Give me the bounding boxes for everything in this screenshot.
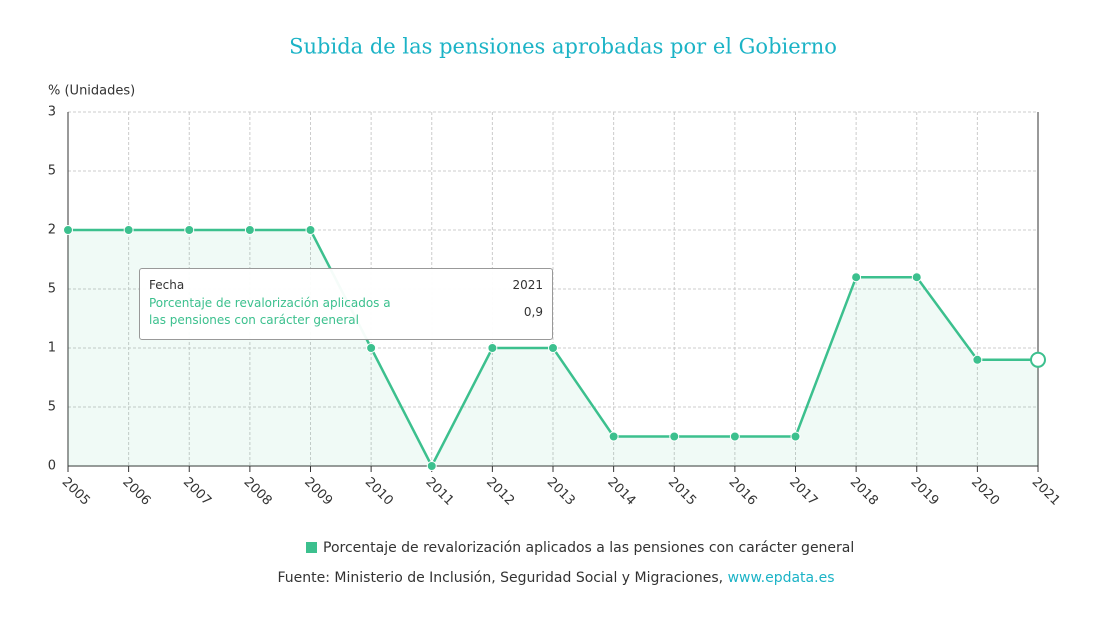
y-tick-label: 0 <box>48 459 56 474</box>
x-tick-label: 2012 <box>483 475 517 509</box>
x-tick-label: 2007 <box>180 475 214 509</box>
point <box>426 461 437 471</box>
x-tick-label: 2020 <box>968 475 1002 509</box>
tooltip: Fecha 2021 Porcentaje de revalorización a… <box>139 268 553 340</box>
point <box>972 354 983 365</box>
point <box>548 343 558 353</box>
chart-title: Subida de las pensiones aprobadas por el… <box>289 35 837 59</box>
tooltip-label: Fecha <box>149 278 185 292</box>
x-tick-label: 2014 <box>604 475 638 509</box>
point <box>366 343 377 353</box>
y-tick-label: 1 <box>48 341 56 356</box>
tooltip-value: 2021 <box>512 278 543 292</box>
x-tick-label: 2019 <box>907 475 941 509</box>
legend-marker <box>306 542 317 553</box>
point <box>1030 351 1046 368</box>
point <box>911 272 922 283</box>
x-tick-label: 2016 <box>726 475 760 509</box>
x-tick-label: 2015 <box>665 475 699 509</box>
y-tick-label: 2 <box>48 223 56 238</box>
source-link[interactable]: www.epdata.es <box>727 570 835 586</box>
legend-label: Porcentaje de revalorización aplicados a… <box>323 540 854 556</box>
point <box>790 431 801 442</box>
y-tick-label: 3 <box>48 105 56 120</box>
tooltip-value: 0,9 <box>523 305 543 319</box>
point <box>487 343 498 353</box>
x-tick-label: 2010 <box>362 475 396 509</box>
y-tick-label: 5 <box>48 164 56 179</box>
x-tick-label: 2006 <box>119 475 153 509</box>
point <box>305 225 316 235</box>
y-tick-label: 5 <box>48 282 56 297</box>
x-tick-label: 2008 <box>241 475 275 509</box>
point <box>608 431 619 442</box>
point <box>669 431 680 442</box>
point <box>184 225 195 235</box>
source: Fuente: Ministerio de Inclusión, Segurid… <box>0 570 1112 586</box>
x-tick-label: 2017 <box>786 475 820 509</box>
x-tick-label: 2021 <box>1029 475 1063 509</box>
point <box>729 431 740 442</box>
x-tick-label: 2009 <box>301 475 335 509</box>
point <box>244 225 255 235</box>
y-tick-label: 5 <box>48 400 56 415</box>
point <box>851 272 862 283</box>
x-tick-label: 2005 <box>59 475 93 509</box>
x-tick-label: 2013 <box>544 475 578 509</box>
point <box>123 225 134 235</box>
x-tick-label: 2011 <box>422 475 456 509</box>
point <box>63 225 73 235</box>
y-axis-label: % (Unidades) <box>48 84 135 99</box>
source-text: Fuente: Ministerio de Inclusión, Segurid… <box>277 570 724 586</box>
tooltip-series: Porcentaje de revalorización aplicados a… <box>149 296 391 327</box>
x-tick-label: 2018 <box>847 475 881 509</box>
